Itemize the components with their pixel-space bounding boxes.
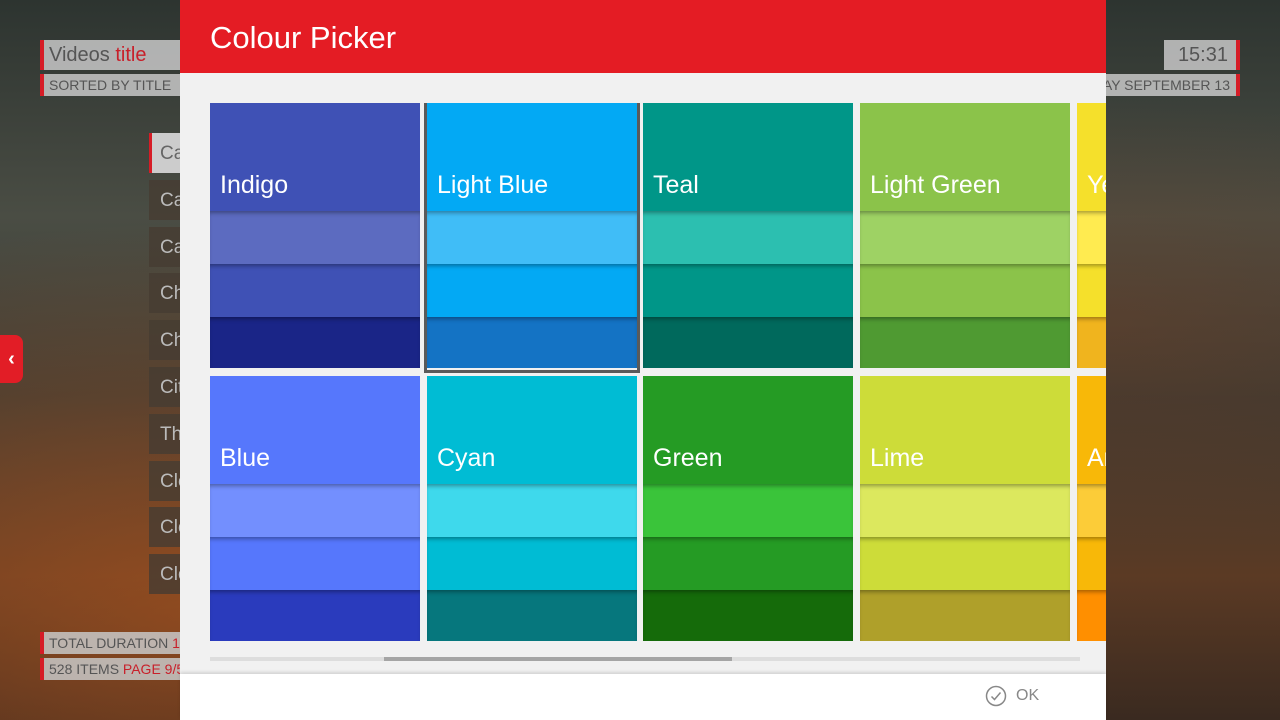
swatch-label: Cyan [437,444,496,472]
swatch-shade [643,484,853,537]
checkmark-circle-icon [985,685,1007,707]
swatch-shade [427,317,637,368]
swatch-shade [860,264,1070,317]
swatch-shade [1077,590,1106,641]
swatch-main: Green [643,376,853,484]
swatch-shade [1077,537,1106,590]
swatch-label: Light Blue [437,171,549,199]
sort-label: SORTED BY TITLE [40,74,190,96]
swatch-shade [210,537,420,590]
swatch-label: Blue [220,444,271,472]
colour-swatch-cyan[interactable]: Cyan [427,376,637,643]
swatch-main: Yellow [1077,103,1106,211]
duration-label: TOTAL DURATION [49,635,169,651]
ok-label: OK [1016,687,1040,704]
page-indicator: PAGE 9/53 [122,661,190,677]
swatch-main: Blue [210,376,420,484]
date-text: SATURDAY SEPTEMBER 13 [1090,77,1230,93]
swatch-shade [860,317,1070,368]
swatch-shade [427,590,637,641]
colour-swatch-light-green[interactable]: Light Green [860,103,1070,370]
total-duration: TOTAL DURATION 101 [40,632,190,654]
colour-swatch-lime[interactable]: Lime [860,376,1070,643]
colour-picker-dialog: Colour Picker Indigo Light Blue Teal Light … [180,0,1106,720]
swatch-shade [427,211,637,264]
swatch-main: Light Blue [427,103,637,211]
colour-swatch-amber[interactable]: Amber [1077,376,1106,643]
swatch-label: Yellow [1087,171,1106,199]
colour-swatch-green[interactable]: Green [643,376,853,643]
swatch-shade [427,264,637,317]
swatch-shade [210,484,420,537]
items-count-text: 528 ITEMS [49,661,120,677]
swatch-label: Teal [653,171,699,199]
swatch-shade [1077,211,1106,264]
swatch-main: Light Green [860,103,1070,211]
swatch-shade [860,484,1070,537]
swatch-shade [643,264,853,317]
swatch-label: Lime [870,444,925,472]
swatch-main: Amber [1077,376,1106,484]
colour-swatch-indigo[interactable]: Indigo [210,103,420,370]
swatch-shade [860,211,1070,264]
scrollbar-thumb[interactable] [384,657,732,661]
swatch-shade [210,317,420,368]
swatch-shade [643,317,853,368]
swatch-main: Indigo [210,103,420,211]
title-accent: title [115,44,147,66]
swatch-shade [643,537,853,590]
swatch-shade [210,264,420,317]
swatch-shade [1077,317,1106,368]
swatch-main: Cyan [427,376,637,484]
colour-swatch-light-blue[interactable]: Light Blue [424,103,640,373]
swatch-label: Amber [1087,444,1106,472]
swatch-shade [210,211,420,264]
colour-swatch-teal[interactable]: Teal [643,103,853,370]
ok-button[interactable]: OK [985,685,1039,707]
swatch-shade [210,590,420,641]
swatch-shade [860,590,1070,641]
view-title: Videos title [40,40,190,70]
swatch-shade [1077,484,1106,537]
swatch-shade [1077,264,1106,317]
swatch-main: Teal [643,103,853,211]
swatch-shade [427,484,637,537]
clock: 15:31 [1164,40,1240,70]
swatch-label: Green [653,444,723,472]
colour-swatch-yellow[interactable]: Yellow [1077,103,1106,370]
swatch-main: Lime [860,376,1070,484]
swatch-label: Indigo [220,171,289,199]
items-count: 528 ITEMS PAGE 9/53 [40,658,190,680]
date: SATURDAY SEPTEMBER 13 [1090,74,1240,96]
colour-grid: Indigo Light Blue Teal Light Green Yellow Blu… [210,103,1106,643]
title-prefix: Videos [49,44,110,66]
colour-swatch-blue[interactable]: Blue [210,376,420,643]
swatch-shade [643,590,853,641]
swatch-shade [427,537,637,590]
back-arrow-icon[interactable]: ‹ [0,335,23,383]
dialog-title: Colour Picker [180,0,1106,73]
swatch-shade [643,211,853,264]
dialog-footer: OK [180,674,1106,720]
swatch-shade [860,537,1070,590]
swatch-label: Light Green [870,171,1001,199]
horizontal-scrollbar[interactable] [210,657,1080,661]
